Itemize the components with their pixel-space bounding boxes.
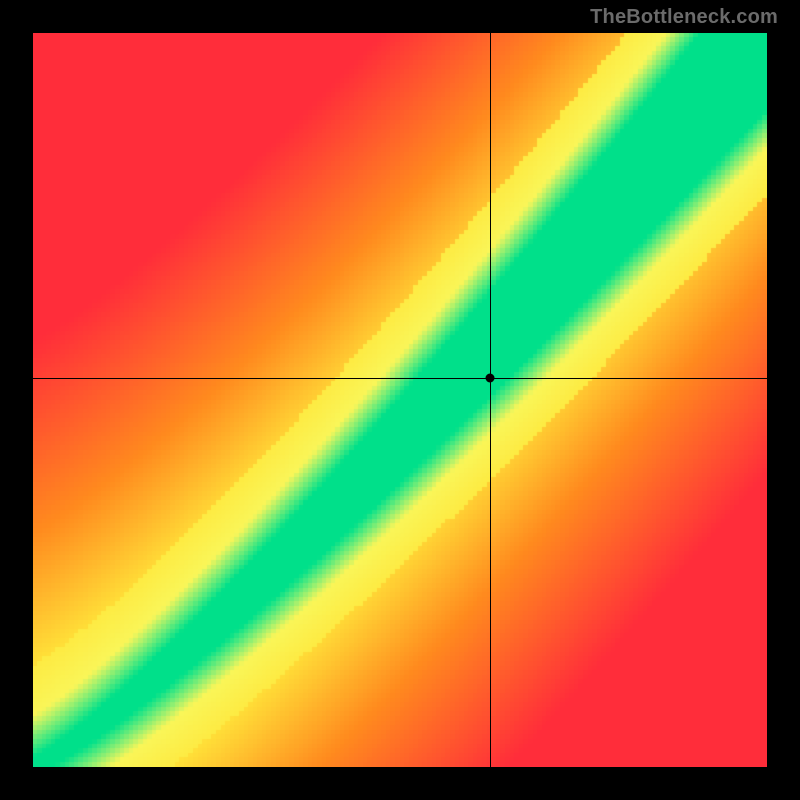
heatmap-canvas xyxy=(33,33,767,767)
crosshair-vertical xyxy=(490,33,491,767)
watermark-text: TheBottleneck.com xyxy=(590,6,778,29)
crosshair-horizontal xyxy=(33,378,767,379)
crosshair-marker xyxy=(485,373,494,382)
